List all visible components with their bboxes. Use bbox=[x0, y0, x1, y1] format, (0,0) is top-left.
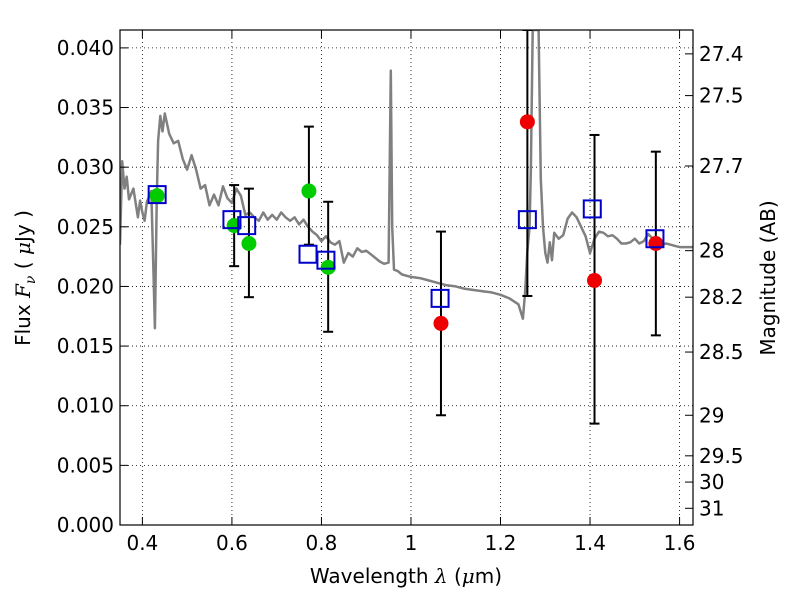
mag-tick-label: 27.5 bbox=[699, 84, 744, 108]
circle-marker bbox=[648, 236, 664, 252]
circle-marker bbox=[226, 218, 242, 234]
square-marker bbox=[237, 216, 257, 236]
x-axis-title: Wavelength λ (μm) bbox=[310, 564, 502, 588]
y-axis-title: Flux Fν ( μJy ) bbox=[11, 210, 39, 346]
x-tick-label: 1 bbox=[405, 531, 418, 555]
plot-frame bbox=[119, 29, 694, 526]
circle-marker bbox=[433, 315, 449, 331]
square-marker bbox=[147, 185, 167, 205]
circle-marker bbox=[320, 259, 336, 275]
y-tick-label: 0.030 bbox=[57, 155, 114, 179]
y-tick-label: 0.010 bbox=[57, 394, 114, 418]
x-tick-label: 1.4 bbox=[574, 531, 606, 555]
mag-tick-label: 30 bbox=[699, 470, 724, 494]
circle-marker bbox=[587, 272, 603, 288]
circle-marker bbox=[149, 188, 165, 204]
mag-tick-label: 31 bbox=[699, 496, 724, 520]
y-tick-label: 0.015 bbox=[57, 334, 114, 358]
spectrum-line bbox=[120, 30, 693, 330]
y-tick-label: 0.040 bbox=[57, 36, 114, 60]
mag-tick-label: 29 bbox=[699, 403, 724, 427]
plot-background bbox=[120, 30, 693, 525]
y-tick-label: 0.020 bbox=[57, 274, 114, 298]
axis-ticks: 0.4 0.6 0.8 1 1.2 1.4 1.6 0.000 0.005 0.010 0.015 0… bbox=[57, 30, 744, 555]
circle-marker bbox=[241, 236, 257, 252]
grid-lines bbox=[120, 30, 693, 526]
mag-tick-label: 28 bbox=[699, 239, 724, 263]
square-marker bbox=[645, 229, 665, 249]
square-marker bbox=[222, 210, 242, 230]
mag-tick-label: 28.2 bbox=[699, 285, 744, 309]
data-markers bbox=[147, 114, 665, 331]
y-tick-label: 0.000 bbox=[57, 513, 114, 537]
square-marker bbox=[582, 199, 602, 219]
circle-marker bbox=[519, 114, 535, 130]
x-tick-label: 0.6 bbox=[216, 531, 248, 555]
mag-tick-label: 29.5 bbox=[699, 444, 744, 468]
mag-tick-label: 27.4 bbox=[699, 42, 744, 66]
x-tick-label: 0.8 bbox=[306, 531, 338, 555]
mag-tick-label: 27.7 bbox=[699, 154, 744, 178]
x-tick-label: 1.2 bbox=[485, 531, 517, 555]
model-spectrum bbox=[120, 30, 693, 330]
right-axis-title: Magnitude (AB) bbox=[756, 200, 780, 355]
square-marker bbox=[316, 250, 336, 270]
x-tick-label: 1.6 bbox=[664, 531, 696, 555]
y-tick-label: 0.035 bbox=[57, 96, 114, 120]
x-tick-label: 0.4 bbox=[126, 531, 158, 555]
square-marker bbox=[430, 288, 450, 308]
y-tick-label: 0.025 bbox=[57, 215, 114, 239]
circle-marker bbox=[301, 183, 317, 199]
y-tick-label: 0.005 bbox=[57, 453, 114, 477]
mag-tick-label: 28.5 bbox=[699, 340, 744, 364]
square-marker bbox=[517, 210, 537, 230]
